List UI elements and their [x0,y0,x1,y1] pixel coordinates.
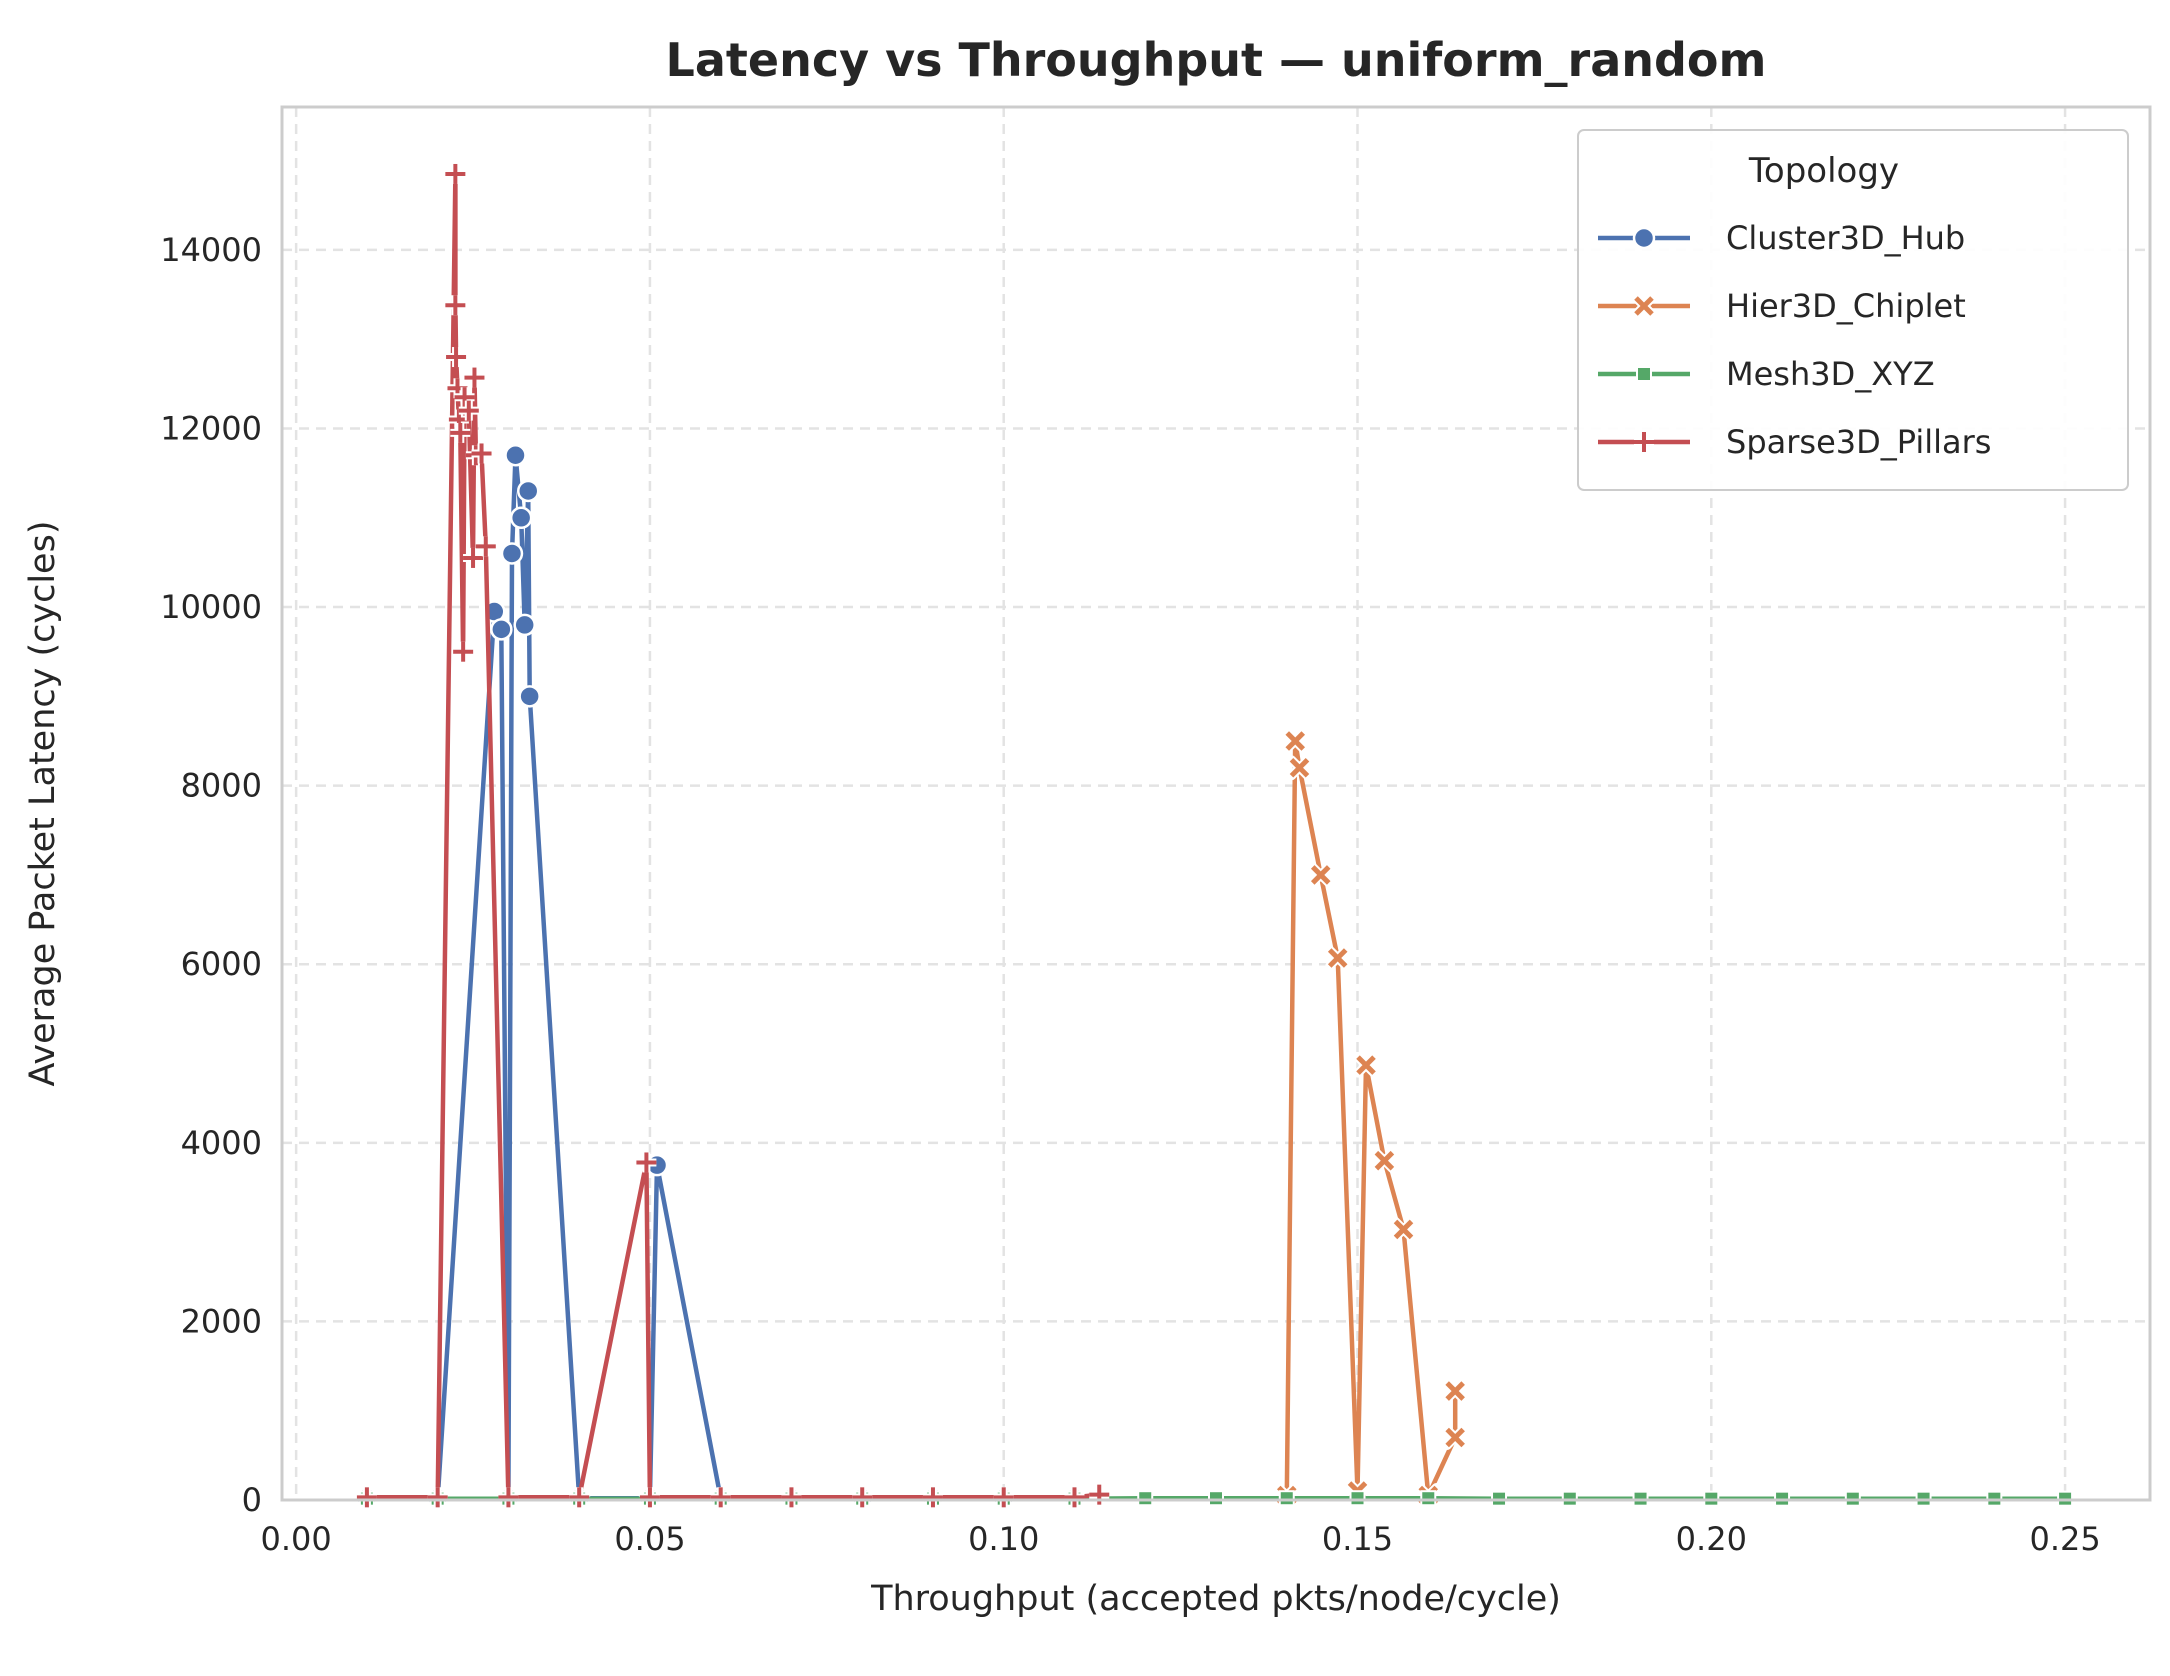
legend-item: Cluster3D_Hub [1598,219,1965,257]
y-axis-label: Average Packet Latency (cycles) [23,521,63,1087]
data-point-mesh3d-xyz [1278,1490,1295,1507]
data-point-sparse3d-pillars [852,1487,873,1508]
legend-items: Cluster3D_Hub Hier3D_Chiplet Mesh3D_XYZ Spa… [1598,219,1991,461]
y-tick-label: 8000 [181,767,262,805]
data-point-hier3d-chiplet [1442,1424,1468,1450]
data-point-cluster3d-hub [516,479,540,503]
legend-label: Sparse3D_Pillars [1726,423,1991,461]
y-tick-label: 4000 [181,1124,262,1162]
y-tick-label: 12000 [160,409,262,447]
series-sparse3d-pillars [356,163,1110,1508]
legend-item: Mesh3D_XYZ [1598,355,1935,393]
chart-title: Latency vs Throughput — uniform_random [666,33,1767,87]
data-point-sparse3d-pillars [922,1487,943,1508]
data-point-sparse3d-pillars [569,1487,590,1508]
data-point-sparse3d-pillars [498,1487,519,1508]
data-point-cluster3d-hub [490,618,513,641]
data-point-hier3d-chiplet [1391,1216,1417,1242]
plot-frame [280,105,2152,1502]
y-tick-label: 10000 [160,588,262,626]
legend-marker [1634,432,1654,452]
data-point-sparse3d-pillars [356,1487,377,1508]
legend-item: Hier3D_Chiplet [1598,287,1966,325]
data-point-sparse3d-pillars [1064,1487,1085,1508]
data-point-sparse3d-pillars [639,1487,660,1508]
data-point-cluster3d-hub [509,506,533,530]
legend-marker [1631,293,1657,319]
data-point-sparse3d-pillars [458,400,479,421]
data-point-sparse3d-pillars [450,422,471,443]
data-point-mesh3d-xyz [1137,1490,1154,1507]
data-point-hier3d-chiplet [1353,1052,1379,1078]
legend-box [1577,129,2129,491]
data-point-hier3d-chiplet [1286,755,1312,781]
legend-item: Sparse3D_Pillars [1598,423,1991,461]
legend-marker [1636,366,1652,382]
data-point-sparse3d-pillars [475,536,496,557]
data-point-sparse3d-pillars [446,347,467,368]
data-point-hier3d-chiplet [1371,1148,1397,1174]
x-axis-label: Throughput (accepted pkts/node/cycle) [870,1579,1561,1619]
data-point-sparse3d-pillars [454,387,475,408]
data-point-sparse3d-pillars [636,1152,657,1173]
data-point-sparse3d-pillars [445,163,466,184]
legend-label: Hier3D_Chiplet [1726,287,1966,325]
y-tick-label: 2000 [181,1302,262,1340]
x-tick-label: 0.20 [1676,1520,1747,1558]
data-point-mesh3d-xyz [1349,1490,1366,1507]
y-tick-label: 14000 [160,231,262,269]
data-point-mesh3d-xyz [1420,1490,1437,1507]
legend-label: Cluster3D_Hub [1726,219,1965,257]
data-point-sparse3d-pillars [710,1487,731,1508]
data-point-hier3d-chiplet [1442,1378,1468,1404]
data-point-cluster3d-hub [500,542,524,565]
x-tick-label: 0.15 [1322,1520,1393,1558]
data-point-sparse3d-pillars [471,443,492,464]
data-point-cluster3d-hub [504,444,527,467]
legend-title: Topology [1748,151,1899,191]
x-tick-label: 0.00 [261,1520,332,1558]
data-point-hier3d-chiplet [1282,728,1308,754]
data-point-sparse3d-pillars [445,295,466,316]
data-point-sparse3d-pillars [993,1487,1014,1508]
y-tick-label: 0 [242,1481,262,1519]
legend: Topology Cluster3D_Hub Hier3D_Chiplet Mesh… [1577,129,2129,491]
tick-labels: 0.00 0.05 0.10 0.15 0.20 0.25 0 2000 4000 6000 800… [160,231,2101,1558]
x-tick-label: 0.10 [968,1520,1039,1558]
data-point-cluster3d-hub [513,613,536,637]
data-point-sparse3d-pillars [781,1487,802,1508]
data-point-hier3d-chiplet [1325,945,1351,971]
legend-label: Mesh3D_XYZ [1726,355,1935,393]
data-point-mesh3d-xyz [1208,1490,1224,1507]
data-point-sparse3d-pillars [464,367,485,388]
data-point-sparse3d-pillars [427,1487,448,1508]
data-point-cluster3d-hub [518,685,541,708]
y-tick-label: 6000 [181,945,262,983]
data-point-sparse3d-pillars [463,547,484,568]
data-point-hier3d-chiplet [1308,862,1334,888]
legend-marker [1632,226,1656,250]
x-tick-label: 0.05 [614,1520,685,1558]
x-tick-label: 0.25 [2029,1520,2100,1558]
data-point-sparse3d-pillars [453,641,474,662]
